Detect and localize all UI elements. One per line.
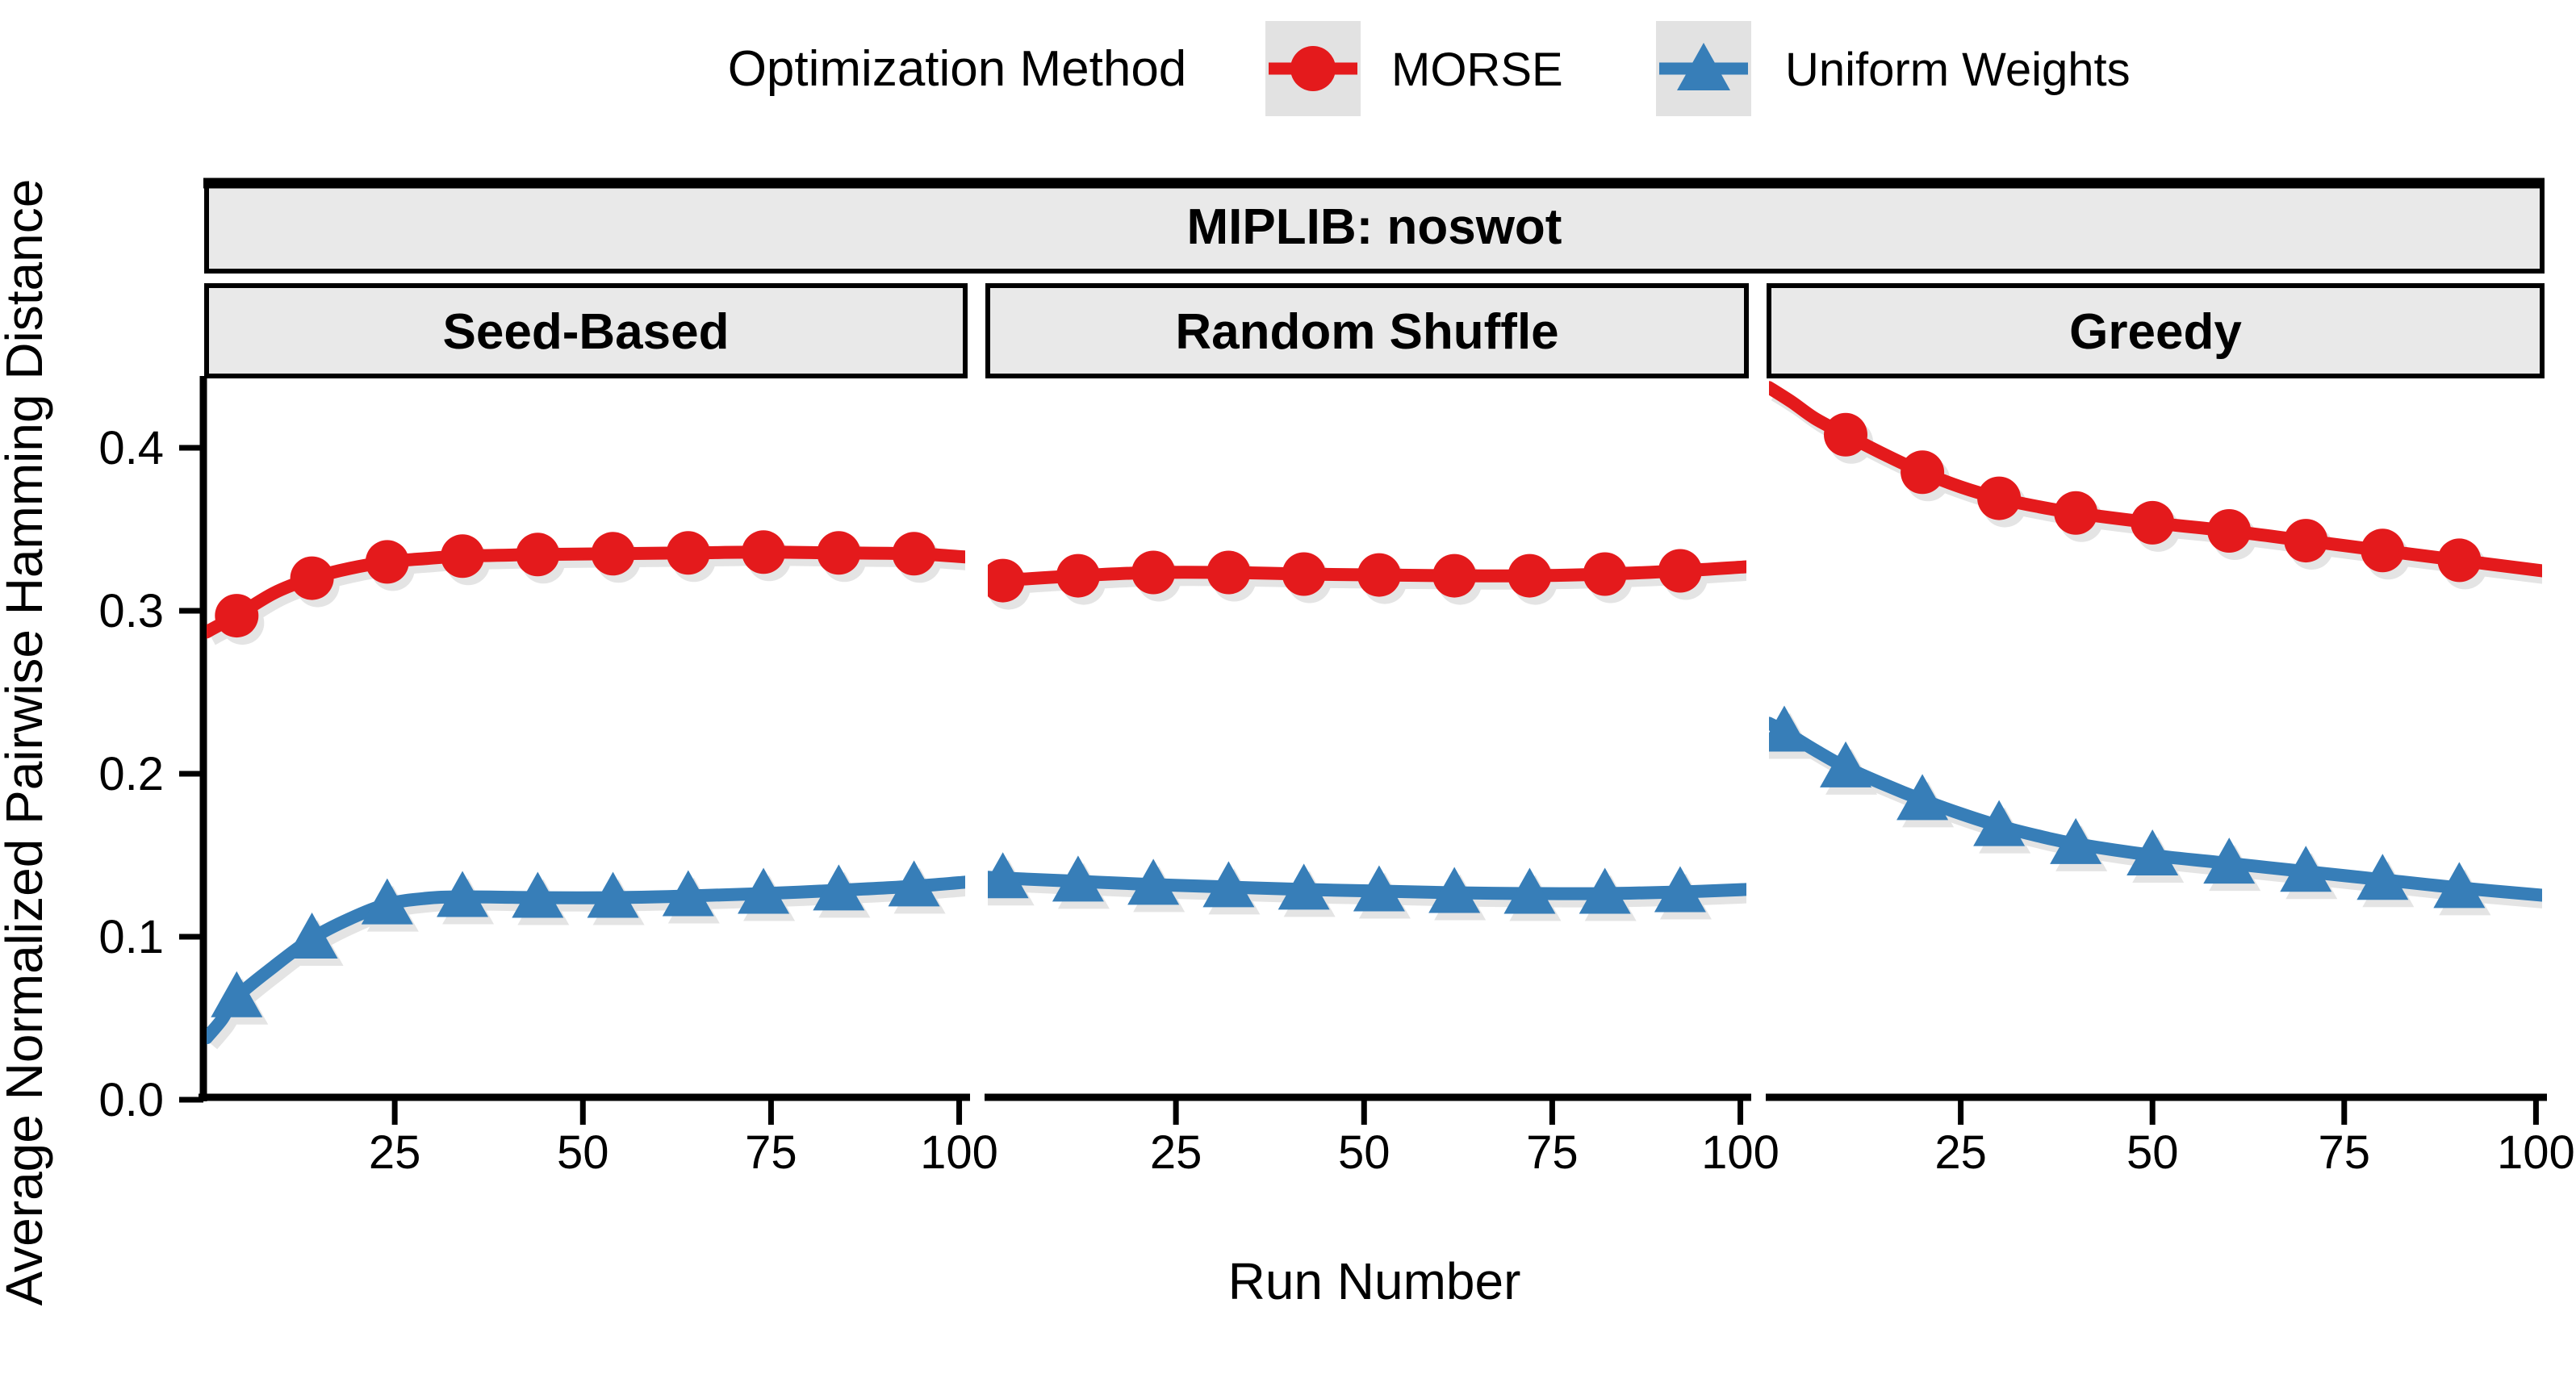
morse-marker xyxy=(1583,552,1627,596)
legend-label-uniform: Uniform Weights xyxy=(1785,44,2131,96)
uniform-weights-marker xyxy=(662,870,714,917)
morse-marker xyxy=(1282,552,1326,596)
uniform-weights-marker xyxy=(1579,867,1631,914)
uniform-weights-marker xyxy=(1503,867,1556,914)
morse-marker xyxy=(591,532,635,576)
uniform-weights-marker xyxy=(1052,855,1104,902)
uniform-weights-marker xyxy=(2050,817,2102,864)
uniform-weights-marker xyxy=(2280,846,2332,892)
panel-seed-based xyxy=(207,530,965,1050)
morse-marker xyxy=(1131,550,1176,595)
uniform-weights-marker xyxy=(2126,829,2179,875)
panel-greedy xyxy=(1769,381,2542,916)
uniform-weights-marker xyxy=(1973,800,2026,846)
legend-title: Optimization Method xyxy=(728,41,1187,97)
uniform-weights-marker xyxy=(1896,774,1949,821)
uniform-legend-triangle-icon xyxy=(1677,43,1730,90)
x-tick-label: 100 xyxy=(1701,1126,1779,1179)
morse-marker xyxy=(365,540,409,584)
y-axis-title: Average Normalized Pairwise Hamming Dist… xyxy=(0,179,53,1306)
morse-marker xyxy=(1056,553,1100,598)
uniform-weights-marker xyxy=(888,860,940,907)
morse-marker xyxy=(1658,549,1702,593)
uniform-weights-marker xyxy=(813,864,865,911)
y-tick-label: 0.3 xyxy=(98,585,164,637)
facet-strips: Seed-Based Random Shuffle Greedy xyxy=(204,283,2545,378)
x-tick-label: 100 xyxy=(2497,1126,2575,1179)
morse-marker xyxy=(441,534,485,579)
y-tick-label: 0.4 xyxy=(98,422,164,474)
x-axis-title: Run Number xyxy=(1228,1252,1521,1310)
plot-area: 0.0 0.1 0.2 0.3 0.4 25 50 75 100 25 50 75 100 25 50 75 1… xyxy=(98,376,2575,1179)
uniform-weights-marker xyxy=(437,871,489,917)
uniform-weights-marker xyxy=(211,971,263,1017)
morse-marker xyxy=(1357,553,1401,597)
facet-strip-label-random-shuffle: Random Shuffle xyxy=(1175,304,1558,360)
morse-marker xyxy=(2284,519,2328,563)
uniform-weights-marker xyxy=(2433,862,2486,909)
outer-strip-label: MIPLIB: noswot xyxy=(1187,199,1562,255)
uniform-weights-marker xyxy=(286,913,338,959)
uniform-weights-marker xyxy=(2203,838,2256,884)
legend: Optimization Method MORSE Uniform Weight… xyxy=(728,21,2131,116)
uniform-weights-marker xyxy=(1127,858,1180,905)
morse-marker xyxy=(1432,553,1477,598)
morse-marker xyxy=(1508,553,1552,598)
uniform-weights-marker xyxy=(738,867,790,914)
outer-facet-strip: MIPLIB: noswot xyxy=(203,178,2545,274)
x-tick-label: 75 xyxy=(1526,1126,1579,1179)
morse-marker xyxy=(988,558,1025,603)
morse-marker xyxy=(2437,538,2482,583)
y-tick-label: 0.2 xyxy=(98,748,164,800)
morse-marker xyxy=(2131,500,2175,545)
facet-strip-label-greedy: Greedy xyxy=(2069,304,2242,360)
morse-marker xyxy=(742,530,786,574)
facet-strip-greedy xyxy=(1767,283,2545,378)
morse-marker xyxy=(2054,491,2098,535)
morse-legend-circle-icon xyxy=(1290,46,1336,91)
morse-marker xyxy=(516,533,560,577)
uniform-weights-marker xyxy=(1820,741,1872,787)
y-tick-label: 0.1 xyxy=(98,911,164,963)
uniform-weights-marker xyxy=(1654,866,1706,913)
x-tick-label: 25 xyxy=(1934,1126,1987,1179)
morse-marker xyxy=(215,594,259,638)
x-tick-label: 75 xyxy=(745,1126,797,1179)
morse-marker xyxy=(2361,528,2405,573)
morse-marker xyxy=(1206,550,1251,595)
x-tick-label: 100 xyxy=(920,1126,998,1179)
panel-random-shuffle xyxy=(988,549,1746,921)
x-tick-label: 50 xyxy=(1338,1126,1390,1179)
uniform-weights-marker xyxy=(587,871,639,918)
legend-label-morse: MORSE xyxy=(1391,44,1563,96)
uniform-weights-marker xyxy=(988,852,1029,899)
uniform-weights-marker xyxy=(361,878,413,925)
x-tick-label: 25 xyxy=(369,1126,421,1179)
facet-strip-random-shuffle xyxy=(985,283,1749,378)
uniform-weights-marker xyxy=(2356,854,2409,900)
morse-marker xyxy=(817,531,861,575)
uniform-weights-marker xyxy=(1278,863,1330,910)
uniform-weights-marker xyxy=(1428,867,1481,913)
morse-marker xyxy=(892,532,936,576)
facet-strip-seed-based xyxy=(204,283,968,378)
morse-marker xyxy=(1977,476,2022,520)
morse-marker xyxy=(2207,509,2252,553)
x-tick-label: 50 xyxy=(557,1126,609,1179)
uniform-weights-marker xyxy=(1202,861,1255,908)
morse-marker xyxy=(1901,450,1945,495)
morse-marker xyxy=(1824,412,1867,457)
x-tick-label: 50 xyxy=(2126,1126,2179,1179)
morse-marker xyxy=(666,531,710,575)
uniform-weights-marker xyxy=(1353,865,1405,912)
uniform-weights-marker xyxy=(1769,705,1811,752)
x-tick-label: 25 xyxy=(1150,1126,1202,1179)
morse-marker xyxy=(290,556,334,600)
y-tick-label: 0.0 xyxy=(98,1074,164,1126)
uniform-weights-marker xyxy=(512,871,564,918)
facet-strip-label-seed-based: Seed-Based xyxy=(443,304,730,360)
x-tick-label: 75 xyxy=(2319,1126,2371,1179)
